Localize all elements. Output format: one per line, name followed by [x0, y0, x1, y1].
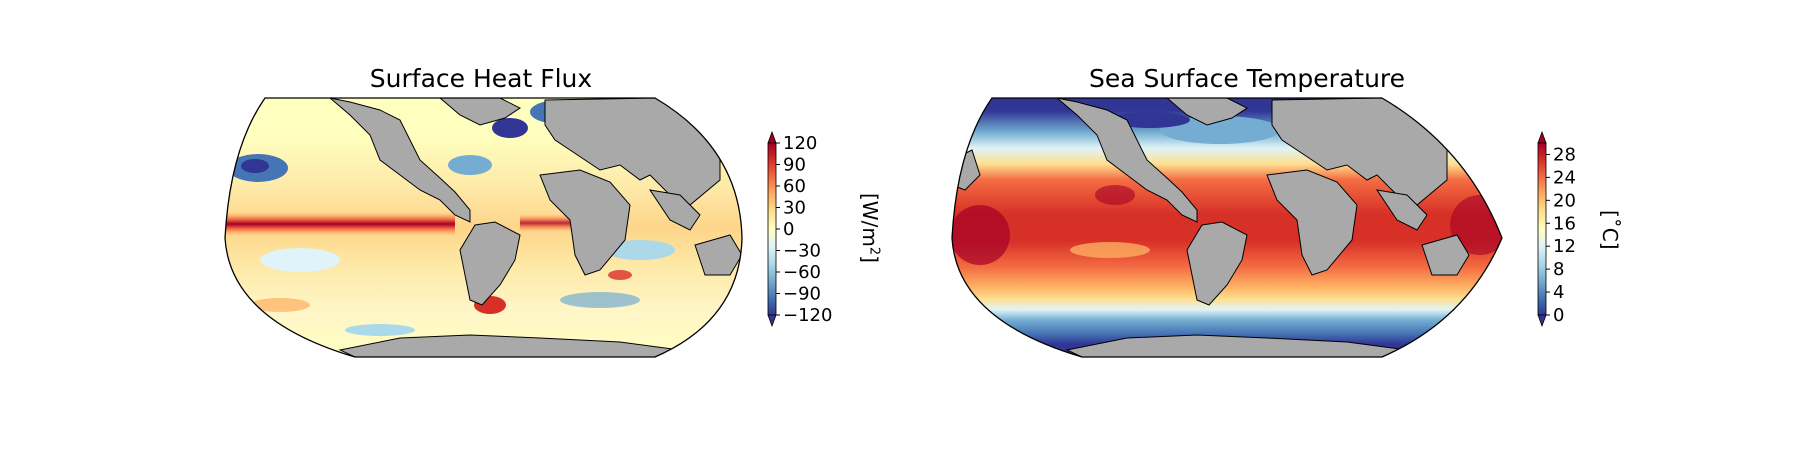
sst-colorbar-label: [˚C]: [1598, 210, 1622, 250]
heat-flux-colorbar-tick-label: −90: [783, 284, 821, 305]
heat-flux-colorbar-tick-label: 30: [783, 198, 806, 219]
heat-flux-colorbar-label: [W/m2]: [858, 193, 882, 263]
heat-flux-map-border: [224, 97, 743, 358]
heat-flux-colorbar-tick-label: −120: [783, 305, 832, 326]
sst-title: Sea Surface Temperature: [1088, 64, 1406, 93]
sst-colorbar-tick-label: 24: [1553, 167, 1576, 188]
sst-panel: Sea Surface Temperature: [900, 0, 1800, 450]
heat-flux-colorbar-extend-min: [767, 314, 777, 328]
heat-flux-colorbar-bar: [767, 142, 777, 316]
heat-flux-colorbar-tick-label: 60: [783, 176, 806, 197]
sst-colorbar-tick-label: 20: [1553, 190, 1576, 211]
sst-colorbar-tick-label: 28: [1553, 144, 1576, 165]
sst-field: [952, 98, 1502, 357]
sst-colorbar-tick-label: 16: [1553, 213, 1576, 234]
sst-land: [952, 98, 1470, 357]
sst-colorbar-extend-min: [1537, 314, 1547, 328]
sst-colorbar-tick-label: 4: [1553, 282, 1564, 303]
heat-flux-field: [225, 98, 742, 357]
heat-flux-panel: Surface Heat Flux: [224, 64, 882, 358]
heat-flux-colorbar-extend-max: [767, 130, 777, 144]
heat-flux-colorbar-tick-label: −60: [783, 262, 821, 283]
sst-map-border: [951, 97, 1503, 358]
sst-colorbar-tick-label: 12: [1553, 236, 1576, 257]
sst-colorbar-tick-label: 0: [1553, 305, 1564, 326]
heat-flux-title: Surface Heat Flux: [369, 64, 593, 93]
heat-flux-colorbar-tick-label: 0: [783, 219, 794, 240]
heat-flux-colorbar-tick-label: −30: [783, 241, 821, 262]
sst-colorbar-extend-max: [1537, 130, 1547, 144]
heat-flux-land: [328, 98, 742, 357]
sst-colorbar-bar: [1537, 142, 1547, 316]
heat-flux-colorbar-tick-label: 90: [783, 155, 806, 176]
heat-flux-colorbar-tick-label: 120: [783, 133, 817, 154]
sst-colorbar-tick-label: 8: [1553, 259, 1564, 280]
